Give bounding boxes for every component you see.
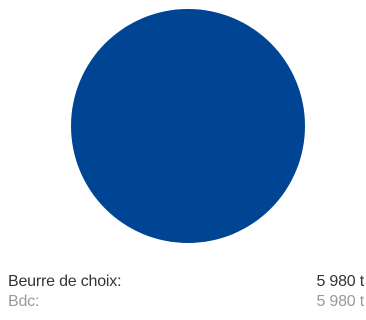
legend-row-beurre-de-choix: Beurre de choix: 5 980 t (8, 272, 364, 292)
legend-row-bdc: Bdc: 5 980 t (8, 292, 364, 312)
pie-slice-beurre-de-choix (71, 9, 305, 243)
legend-label-beurre-de-choix: Beurre de choix: (8, 273, 122, 290)
legend-label-bdc: Bdc: (8, 293, 40, 310)
pie-chart (71, 9, 305, 243)
pie-chart-svg (71, 9, 305, 243)
legend-value-beurre-de-choix: 5 980 t (316, 273, 364, 290)
legend: Beurre de choix: 5 980 t Bdc: 5 980 t (8, 272, 364, 312)
legend-value-bdc: 5 980 t (316, 293, 364, 310)
